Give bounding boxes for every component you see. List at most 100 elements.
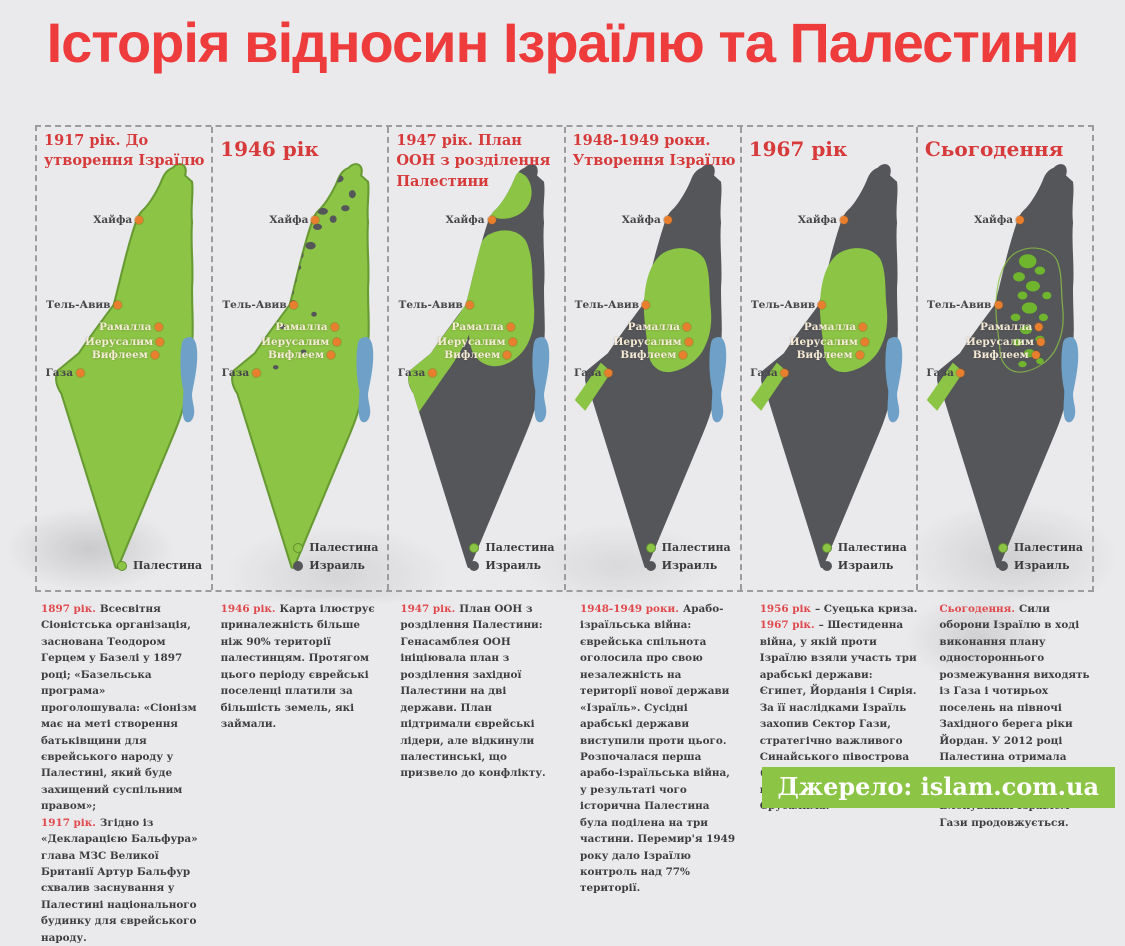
map-svg-today bbox=[926, 164, 1079, 569]
map-1967: Хайфа Тель-Авив Рамалла Иерусалим Вифлее… bbox=[742, 163, 916, 584]
city-bethlehem: Вифлеем bbox=[268, 349, 336, 361]
city-dot-icon bbox=[1037, 338, 1045, 347]
city-dot-icon bbox=[818, 301, 827, 310]
panel-title: 1917 рік. До утворення Ізраїлю bbox=[44, 132, 205, 170]
city-dot-icon bbox=[860, 338, 869, 347]
city-jerusalem: Иерусалим bbox=[966, 336, 1045, 348]
israel-swatch-icon bbox=[645, 560, 656, 571]
city-dot-icon bbox=[311, 216, 320, 225]
city-dot-icon bbox=[332, 338, 341, 347]
city-dot-icon bbox=[327, 350, 336, 359]
map-today: Хайфа Тель-Авив Рамалла Иерусалим Вифлее… bbox=[918, 163, 1092, 584]
panel-title: 1967 рік bbox=[748, 137, 848, 161]
city-dot-icon bbox=[487, 216, 496, 225]
map-1947: Хайфа Тель-Авив Рамалла Иерусалим Вифлее… bbox=[389, 163, 563, 584]
city-dot-icon bbox=[252, 368, 261, 377]
legend-palestine: Палестина bbox=[821, 541, 907, 554]
city-dot-icon bbox=[994, 301, 1003, 310]
panel-1917: 1917 рік. До утворення Ізраїлю Хайфа Тел… bbox=[37, 127, 214, 590]
city-dot-icon bbox=[428, 368, 437, 377]
city-gaza: Газа bbox=[222, 367, 261, 379]
timeline-panels: 1917 рік. До утворення Ізраїлю Хайфа Тел… bbox=[35, 125, 1094, 592]
legend-palestine: Палестина bbox=[997, 541, 1083, 554]
city-telaviv: Тель-Авив bbox=[751, 299, 827, 311]
city-haifa: Хайфа bbox=[93, 214, 144, 226]
legend-palestine: Палестина bbox=[117, 559, 202, 572]
city-dot-icon bbox=[1016, 216, 1025, 225]
city-gaza: Газа bbox=[750, 367, 789, 379]
map-legend: Палестина Израиль bbox=[293, 541, 378, 572]
panel-1947: 1947 рік. План ООН з розділення Палестин… bbox=[389, 127, 566, 590]
panel-today: Сьогодення Хайфа Тель-Авив bbox=[918, 127, 1092, 590]
city-dot-icon bbox=[1031, 350, 1040, 359]
city-ramallah: Рамалла bbox=[452, 321, 515, 333]
city-haifa: Хайфа bbox=[974, 214, 1025, 226]
city-dot-icon bbox=[641, 301, 650, 310]
city-ramallah: Рамалла bbox=[628, 321, 691, 333]
map-1917: Хайфа Тель-Авив Рамалла Иерусалим Вифлее… bbox=[37, 163, 211, 584]
city-ramallah: Рамалла bbox=[275, 321, 339, 333]
city-haifa: Хайфа bbox=[798, 214, 848, 226]
israel-swatch-icon bbox=[293, 560, 304, 571]
city-haifa: Хайфа bbox=[446, 214, 496, 226]
palestine-swatch-icon bbox=[645, 542, 656, 553]
city-gaza: Газа bbox=[45, 367, 85, 379]
city-bethlehem: Вифлеем bbox=[92, 349, 159, 361]
legend-palestine: Палестина bbox=[469, 541, 555, 554]
map-legend: Палестина Израиль bbox=[469, 541, 555, 572]
city-telaviv: Тель-Авив bbox=[222, 299, 298, 311]
legend-israel: Израиль bbox=[469, 559, 554, 572]
panel-title: 1946 рік bbox=[220, 137, 319, 161]
city-bethlehem: Вифлеем bbox=[444, 349, 512, 361]
city-ramallah: Рамалла bbox=[980, 321, 1044, 333]
city-gaza: Газа bbox=[398, 367, 437, 379]
city-dot-icon bbox=[604, 368, 613, 377]
city-dot-icon bbox=[839, 216, 848, 225]
city-dot-icon bbox=[150, 350, 159, 359]
palestine-swatch-icon bbox=[293, 542, 304, 553]
city-dot-icon bbox=[855, 350, 864, 359]
map-1948: Хайфа Тель-Авив Рамалла Иерусалим Вифлее… bbox=[566, 163, 740, 584]
city-dot-icon bbox=[503, 350, 512, 359]
city-dot-icon bbox=[780, 368, 789, 377]
note-1917: 1897 рік. Всесвітня Сіоністська організац… bbox=[41, 603, 198, 944]
israel-swatch-icon bbox=[997, 560, 1008, 571]
city-telaviv: Тель-Авив bbox=[399, 299, 474, 311]
city-jerusalem: Иерусалим bbox=[85, 336, 165, 348]
city-dot-icon bbox=[506, 323, 515, 332]
city-jerusalem: Иерусалим bbox=[613, 336, 693, 348]
city-telaviv: Тель-Авив bbox=[575, 299, 650, 311]
panel-title: Сьогодення bbox=[924, 137, 1064, 161]
panel-title: 1947 рік. План ООН з розділення Палестин… bbox=[396, 132, 551, 190]
city-dot-icon bbox=[859, 323, 868, 332]
legend-palestine: Палестина bbox=[293, 541, 378, 554]
palestine-swatch-icon bbox=[117, 560, 128, 571]
city-bethlehem: Вифлеем bbox=[973, 349, 1040, 361]
city-dot-icon bbox=[330, 323, 339, 332]
city-ramallah: Рамалла bbox=[804, 321, 868, 333]
map-legend: Палестина bbox=[117, 559, 202, 572]
map-legend: Палестина Израиль bbox=[997, 541, 1083, 572]
city-dot-icon bbox=[156, 338, 165, 347]
city-dot-icon bbox=[679, 350, 688, 359]
palestine-swatch-icon bbox=[997, 542, 1008, 553]
panel-1967: 1967 рік Хайфа Тель-Авив Рамалла Иерусал… bbox=[742, 127, 918, 590]
city-gaza: Газа bbox=[926, 367, 965, 379]
note-1946: 1946 рік. Карта ілюструє приналежність бі… bbox=[220, 603, 375, 731]
city-ramallah: Рамалла bbox=[99, 321, 163, 333]
city-jerusalem: Иерусалим bbox=[437, 336, 517, 348]
city-bethlehem: Вифлеем bbox=[620, 349, 688, 361]
note-1967: 1956 рік – Суецька криза. 1967 рік. – Шест… bbox=[759, 603, 918, 812]
legend-israel: Израиль bbox=[645, 559, 731, 572]
palestine-swatch-icon bbox=[469, 542, 480, 553]
city-dot-icon bbox=[154, 323, 163, 332]
city-telaviv: Тель-Авив bbox=[46, 299, 122, 311]
palestine-swatch-icon bbox=[821, 542, 832, 553]
map-1946: Хайфа Тель-Авив Рамалла Иерусалим Вифлее… bbox=[213, 163, 387, 584]
city-dot-icon bbox=[508, 338, 517, 347]
legend-palestine: Палестина bbox=[645, 541, 731, 554]
panel-1948-1949: 1948-1949 роки. Утворення Ізраїлю Хайфа … bbox=[566, 127, 742, 590]
legend-israel: Израиль bbox=[293, 559, 378, 572]
legend-israel: Израиль bbox=[997, 559, 1083, 572]
map-legend: Палестина Израиль bbox=[821, 541, 907, 572]
